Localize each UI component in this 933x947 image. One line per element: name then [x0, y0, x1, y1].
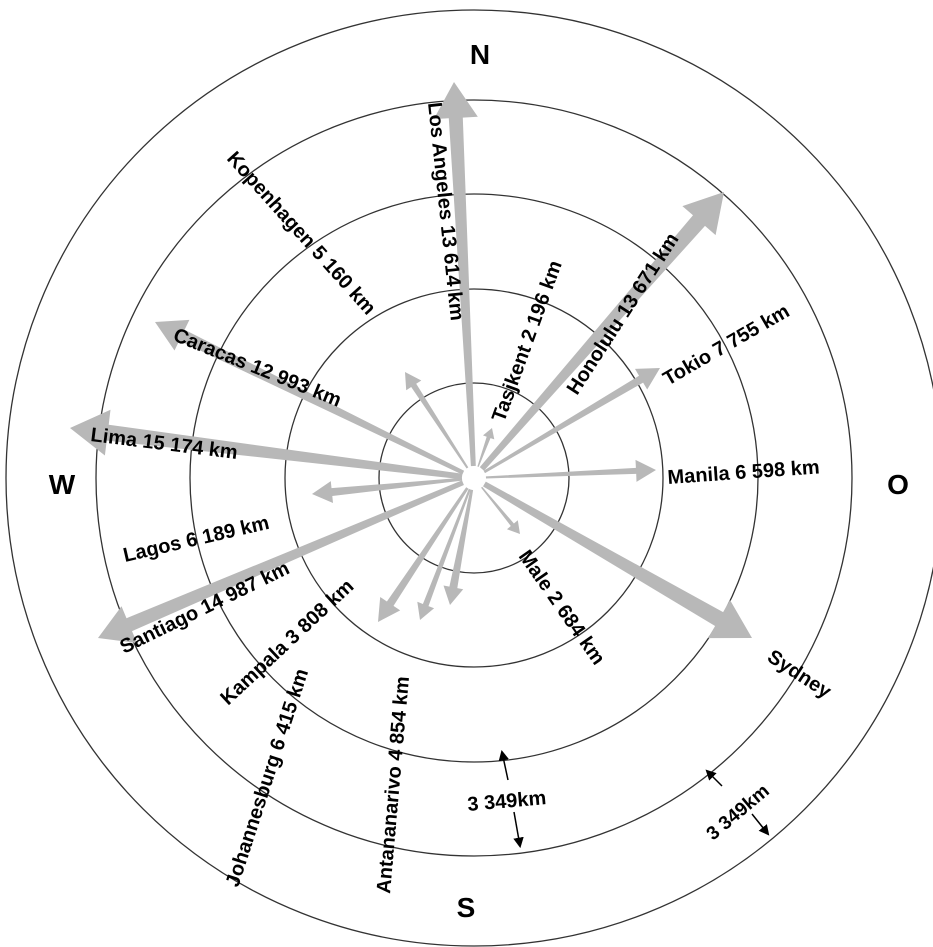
label-kopenhagen: Kopenhagen 5 160 km [222, 148, 380, 320]
label-lima: Lima 15 174 km [89, 424, 238, 464]
ring-1 [378, 382, 570, 574]
ring-5 [5, 9, 933, 947]
scale-arrow-up [498, 749, 509, 781]
ring-3 [189, 193, 759, 763]
arrow-caracas [155, 319, 465, 475]
arrow-tasjkent [477, 428, 495, 467]
scale-label-inner: 3 349km [467, 787, 548, 816]
scale-arrow-outer-up [705, 769, 723, 787]
arrow-sydney [483, 481, 752, 639]
ring-4 [95, 99, 853, 857]
scale-arrow-outer-down [751, 813, 770, 836]
arrow-antananarivo [443, 489, 474, 605]
arrow-los-angeles [433, 82, 478, 467]
label-lagos: Lagos 6 189 km [121, 512, 271, 567]
arrow-tokio [483, 368, 660, 474]
label-tokio: Tokio 7 755 km [660, 300, 794, 390]
scale-label-outer: 3 349km [703, 781, 774, 845]
arrow-santiago [98, 480, 464, 644]
arrow-manila [485, 459, 656, 482]
arrow-male [481, 486, 520, 534]
arrow-lima [70, 409, 463, 480]
label-antananarivo: Antananarivo 4 854 km [373, 675, 414, 894]
arrow-johannesburg [417, 488, 471, 620]
scale-indicator-outer: 3 349km [703, 769, 774, 845]
arrow-lagos [312, 477, 463, 503]
scale-indicator-inner: 3 349km [467, 749, 548, 849]
label-manila: Manila 6 598 km [667, 456, 820, 489]
arrow-honolulu [479, 192, 724, 471]
distance-rings [5, 9, 933, 947]
east-label: O [887, 469, 909, 500]
compass-letters: N S W O [49, 39, 909, 923]
scale-arrow-down [513, 811, 524, 849]
label-santiago: Santiago 14 987 km [117, 557, 294, 658]
south-label: S [457, 892, 476, 923]
ring-2 [284, 288, 664, 668]
destination-arrows [70, 82, 752, 644]
arrow-kampala [378, 487, 469, 622]
north-label: N [470, 39, 490, 70]
label-male: Male 2 684 km [514, 546, 609, 669]
west-label: W [49, 469, 76, 500]
arrow-kopenhagen [405, 372, 469, 469]
label-caracas: Caracas 12 993 km [170, 324, 344, 411]
label-sydney: Sydney [763, 646, 835, 704]
